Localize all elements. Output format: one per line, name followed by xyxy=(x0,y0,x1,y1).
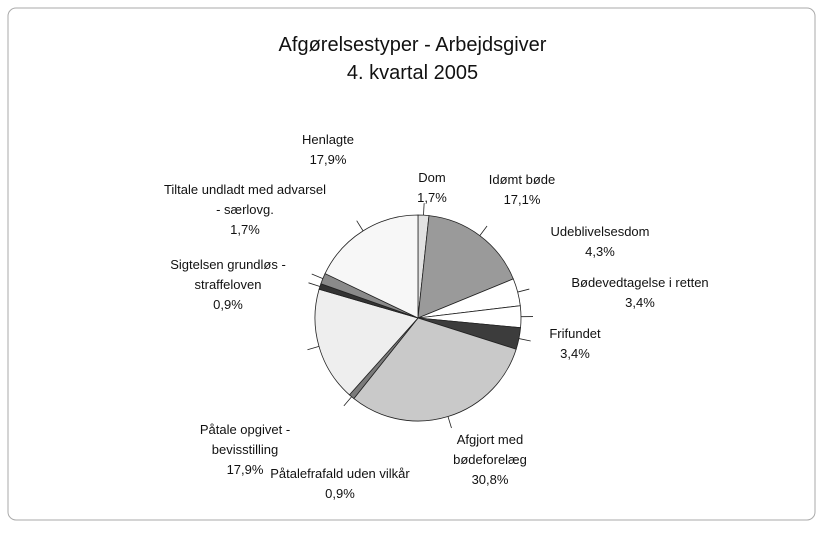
leader-line xyxy=(343,396,352,407)
category-label: Sigtelsen grundløs - straffeloven xyxy=(170,257,286,292)
slice-label: Påtalefrafald uden vilkår 0,9% xyxy=(255,464,425,504)
frame xyxy=(7,7,816,521)
value-label: 0,9% xyxy=(213,297,243,312)
leader-line xyxy=(447,416,452,429)
category-label: Henlagte xyxy=(301,132,355,147)
category-label: Dom xyxy=(418,170,446,185)
slice-label: Frifundet 3,4% xyxy=(535,324,615,364)
slice-label: Tiltale undladt med advarsel - særlovg. 1… xyxy=(160,180,330,240)
value-label: 30,8% xyxy=(471,472,509,487)
category-label: Frifundet xyxy=(549,326,601,341)
slice-label: Påtale opgivet - bevisstilling 17,9% xyxy=(180,420,310,480)
leader-line xyxy=(311,273,323,279)
chart-title: Afgørelsestyper - Arbejdsgiver xyxy=(278,34,547,56)
leader-line xyxy=(479,225,488,236)
value-label: 4,3% xyxy=(585,244,615,259)
slice-label: Henlagte 17,9% xyxy=(288,130,368,170)
value-label: 1,7% xyxy=(417,190,447,205)
leader-line xyxy=(308,282,321,287)
category-label: Bødevedtagelse i retten xyxy=(571,275,709,290)
slice-label: Dom 1,7% xyxy=(402,168,462,208)
value-label: 0,9% xyxy=(325,486,355,501)
category-label: Tiltale undladt med advarsel - særlovg. xyxy=(163,182,327,217)
leader-line xyxy=(356,220,364,232)
value-label: 17,9% xyxy=(309,152,347,167)
slice-label: Sigtelsen grundløs - straffeloven 0,9% xyxy=(163,255,293,315)
chart-subtitle: 4. kvartal 2005 xyxy=(346,62,479,84)
leader-line xyxy=(518,338,531,342)
value-label: 3,4% xyxy=(560,346,590,361)
pie-slice xyxy=(417,215,514,319)
category-label: Afgjort med bødeforelæg xyxy=(453,432,527,467)
category-label: Påtalefrafald uden vilkår xyxy=(270,466,410,481)
value-label: 17,1% xyxy=(503,192,541,207)
value-label: 17,9% xyxy=(226,462,264,477)
leader-line xyxy=(423,203,425,216)
slice-label: Idømt bøde 17,1% xyxy=(482,170,562,210)
pie-slice xyxy=(353,317,517,422)
slice-label: Bødevedtagelse i retten 3,4% xyxy=(560,273,720,313)
leader-line xyxy=(517,288,530,293)
category-label: Påtale opgivet - bevisstilling xyxy=(199,422,291,457)
slice-label: Udeblivelsesdom 4,3% xyxy=(540,222,660,262)
value-label: 3,4% xyxy=(625,295,655,310)
slice-label: Afgjort med bødeforelæg 30,8% xyxy=(435,430,545,490)
category-label: Udeblivelsesdom xyxy=(550,224,650,239)
value-label: 1,7% xyxy=(230,222,260,237)
pie-slice xyxy=(314,288,419,396)
leader-line xyxy=(307,346,320,351)
category-label: Idømt bøde xyxy=(488,172,556,187)
